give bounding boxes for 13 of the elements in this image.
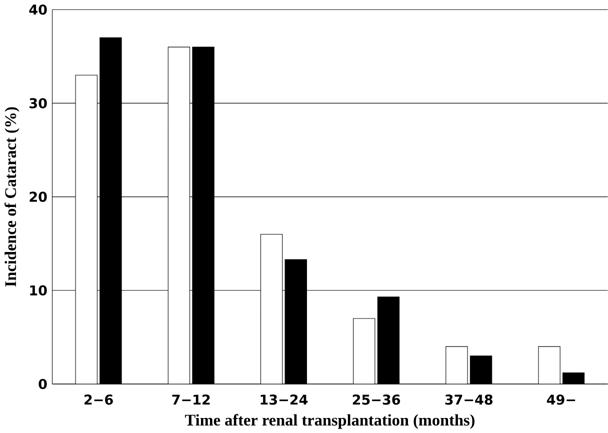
y-tick-label: 40 bbox=[29, 4, 47, 15]
y-tick-label: 0 bbox=[38, 378, 47, 389]
y-tick-label: 10 bbox=[30, 285, 47, 296]
x-tick-label: 49− bbox=[546, 394, 576, 405]
x-tick-label: 13−24 bbox=[260, 394, 308, 405]
y-tick-label: 30 bbox=[30, 98, 47, 108]
y-axis-title: Incidence of Cataract (%) bbox=[4, 107, 20, 286]
x-axis-title: Time after renal transplantation (months) bbox=[185, 414, 474, 429]
x-tick-label: 25−36 bbox=[352, 394, 400, 405]
x-tick-label: 2−6 bbox=[84, 394, 113, 405]
x-tick-label: 37−48 bbox=[445, 394, 492, 405]
y-tick-label: 20 bbox=[30, 191, 47, 202]
x-tick-label: 7−12 bbox=[172, 394, 210, 404]
